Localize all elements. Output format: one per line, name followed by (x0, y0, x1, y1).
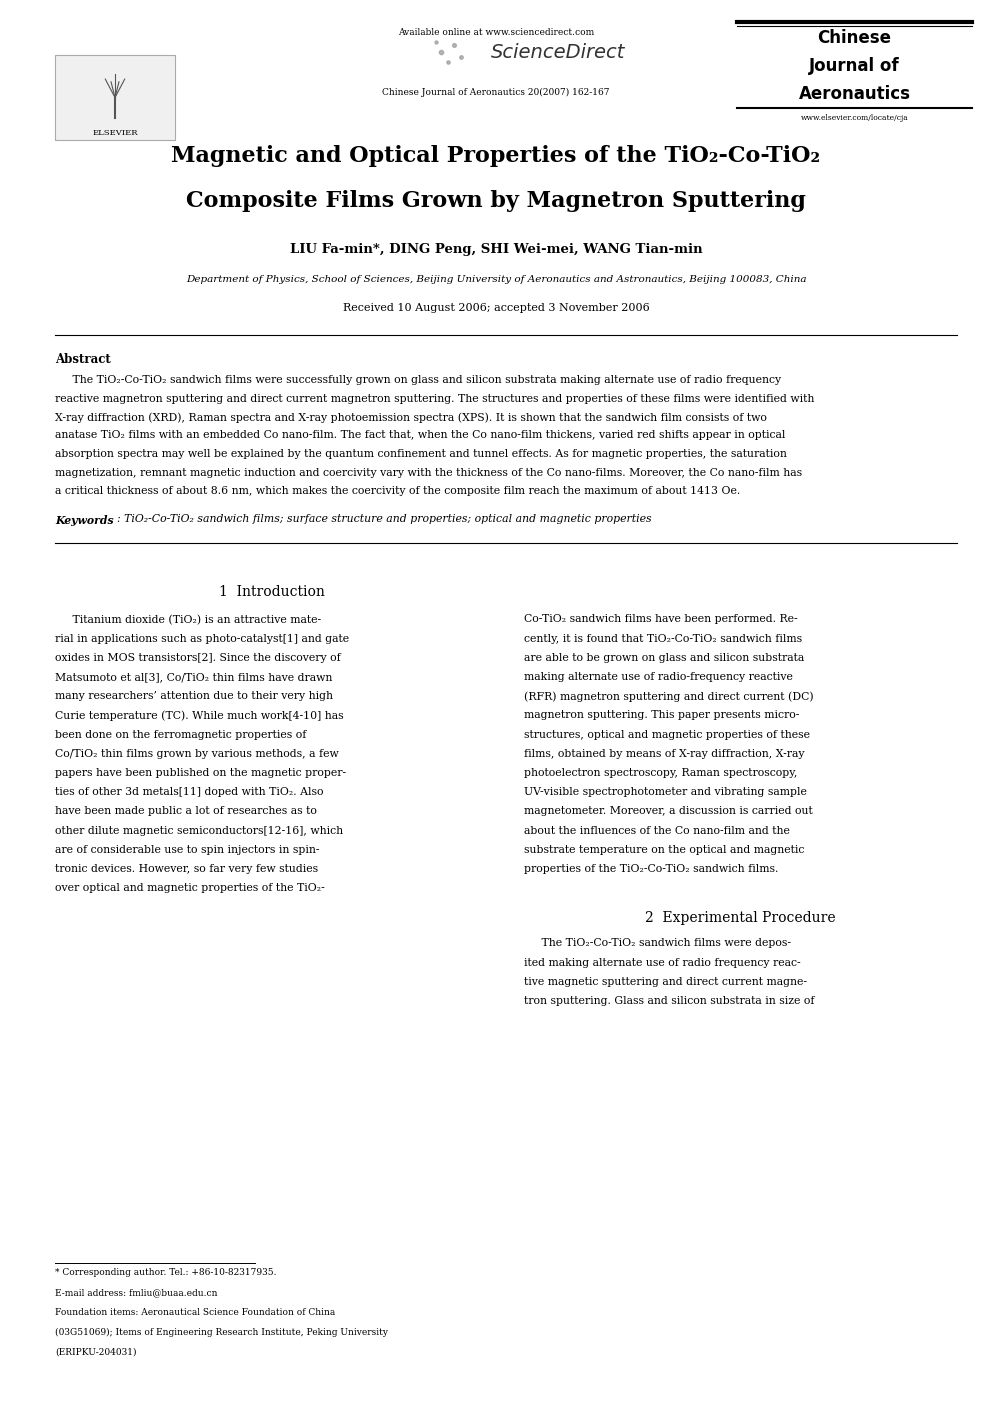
Text: ELSEVIER: ELSEVIER (92, 129, 138, 137)
Text: E-mail address: fmliu@buaa.edu.cn: E-mail address: fmliu@buaa.edu.cn (55, 1288, 217, 1296)
Text: (03G51069); Items of Engineering Research Institute, Peking University: (03G51069); Items of Engineering Researc… (55, 1329, 388, 1337)
Text: Foundation items: Aeronautical Science Foundation of China: Foundation items: Aeronautical Science F… (55, 1308, 335, 1317)
Text: Available online at www.sciencedirect.com: Available online at www.sciencedirect.co… (398, 28, 594, 36)
Text: Chinese Journal of Aeronautics 20(2007) 162-167: Chinese Journal of Aeronautics 20(2007) … (382, 88, 610, 97)
Text: 1  Introduction: 1 Introduction (219, 585, 324, 599)
Text: are of considerable use to spin injectors in spin-: are of considerable use to spin injector… (55, 845, 319, 854)
Text: magnetization, remnant magnetic induction and coercivity vary with the thickness: magnetization, remnant magnetic inductio… (55, 467, 803, 477)
Text: * Corresponding author. Tel.: +86-10-82317935.: * Corresponding author. Tel.: +86-10-823… (55, 1268, 277, 1277)
Text: over optical and magnetic properties of the TiO₂-: over optical and magnetic properties of … (55, 884, 324, 894)
Text: 2  Experimental Procedure: 2 Experimental Procedure (645, 912, 835, 926)
Text: Curie temperature (TC). While much work[4-10] has: Curie temperature (TC). While much work[… (55, 710, 343, 721)
Text: Abstract: Abstract (55, 354, 111, 366)
Text: absorption spectra may well be explained by the quantum confinement and tunnel e: absorption spectra may well be explained… (55, 449, 787, 459)
Text: ties of other 3d metals[11] doped with TiO₂. Also: ties of other 3d metals[11] doped with T… (55, 787, 323, 797)
Text: Co-TiO₂ sandwich films have been performed. Re-: Co-TiO₂ sandwich films have been perform… (524, 615, 798, 624)
Text: Journal of: Journal of (809, 58, 900, 74)
Text: The TiO₂-Co-TiO₂ sandwich films were successfully grown on glass and silicon sub: The TiO₂-Co-TiO₂ sandwich films were suc… (55, 375, 781, 384)
Text: tive magnetic sputtering and direct current magne-: tive magnetic sputtering and direct curr… (524, 976, 806, 986)
Text: making alternate use of radio-frequency reactive: making alternate use of radio-frequency … (524, 672, 793, 682)
Text: ited making alternate use of radio frequency reac-: ited making alternate use of radio frequ… (524, 957, 801, 968)
Text: tron sputtering. Glass and silicon substrata in size of: tron sputtering. Glass and silicon subst… (524, 996, 814, 1006)
Text: UV-visible spectrophotometer and vibrating sample: UV-visible spectrophotometer and vibrati… (524, 787, 806, 797)
Text: (ERIPKU-204031): (ERIPKU-204031) (55, 1348, 137, 1357)
Text: substrate temperature on the optical and magnetic: substrate temperature on the optical and… (524, 845, 804, 854)
Text: structures, optical and magnetic properties of these: structures, optical and magnetic propert… (524, 730, 809, 739)
Text: are able to be grown on glass and silicon substrata: are able to be grown on glass and silico… (524, 652, 804, 662)
Text: oxides in MOS transistors[2]. Since the discovery of: oxides in MOS transistors[2]. Since the … (55, 652, 340, 662)
Text: have been made public a lot of researches as to: have been made public a lot of researche… (55, 807, 316, 817)
Text: ScienceDirect: ScienceDirect (491, 42, 625, 62)
Text: Matsumoto et al[3], Co/TiO₂ thin films have drawn: Matsumoto et al[3], Co/TiO₂ thin films h… (55, 672, 332, 682)
Text: magnetron sputtering. This paper presents micro-: magnetron sputtering. This paper present… (524, 710, 799, 721)
Text: (RFR) magnetron sputtering and direct current (DC): (RFR) magnetron sputtering and direct cu… (524, 692, 813, 702)
Text: anatase TiO₂ films with an embedded Co nano-film. The fact that, when the Co nan: anatase TiO₂ films with an embedded Co n… (55, 431, 786, 441)
Text: rial in applications such as photo-catalyst[1] and gate: rial in applications such as photo-catal… (55, 634, 349, 644)
Text: Department of Physics, School of Sciences, Beijing University of Aeronautics and: Department of Physics, School of Science… (186, 275, 806, 283)
Text: LIU Fa-min*, DING Peng, SHI Wei-mei, WANG Tian-min: LIU Fa-min*, DING Peng, SHI Wei-mei, WAN… (290, 243, 702, 255)
Text: reactive magnetron sputtering and direct current magnetron sputtering. The struc: reactive magnetron sputtering and direct… (55, 393, 814, 404)
Text: Titanium dioxide (TiO₂) is an attractive mate-: Titanium dioxide (TiO₂) is an attractive… (55, 615, 321, 624)
Text: properties of the TiO₂-Co-TiO₂ sandwich films.: properties of the TiO₂-Co-TiO₂ sandwich … (524, 864, 778, 874)
Text: Co/TiO₂ thin films grown by various methods, a few: Co/TiO₂ thin films grown by various meth… (55, 749, 338, 759)
Text: been done on the ferromagnetic properties of: been done on the ferromagnetic propertie… (55, 730, 307, 739)
Text: Magnetic and Optical Properties of the TiO₂-Co-TiO₂: Magnetic and Optical Properties of the T… (172, 145, 820, 167)
Text: Composite Films Grown by Magnetron Sputtering: Composite Films Grown by Magnetron Sputt… (186, 189, 806, 212)
Text: magnetometer. Moreover, a discussion is carried out: magnetometer. Moreover, a discussion is … (524, 807, 812, 817)
Text: Received 10 August 2006; accepted 3 November 2006: Received 10 August 2006; accepted 3 Nove… (342, 303, 650, 313)
Text: films, obtained by means of X-ray diffraction, X-ray: films, obtained by means of X-ray diffra… (524, 749, 804, 759)
Text: : TiO₂-Co-TiO₂ sandwich films; surface structure and properties; optical and mag: : TiO₂-Co-TiO₂ sandwich films; surface s… (117, 515, 652, 525)
Text: www.elsevier.com/locate/cja: www.elsevier.com/locate/cja (801, 114, 909, 122)
Text: papers have been published on the magnetic proper-: papers have been published on the magnet… (55, 767, 346, 779)
Text: about the influences of the Co nano-film and the: about the influences of the Co nano-film… (524, 826, 790, 836)
Text: X-ray diffraction (XRD), Raman spectra and X-ray photoemission spectra (XPS). It: X-ray diffraction (XRD), Raman spectra a… (55, 412, 767, 422)
Text: photoelectron spectroscopy, Raman spectroscopy,: photoelectron spectroscopy, Raman spectr… (524, 767, 797, 779)
Bar (55, 55, 175, 140)
Text: Chinese: Chinese (817, 29, 892, 46)
Text: other dilute magnetic semiconductors[12-16], which: other dilute magnetic semiconductors[12-… (55, 826, 343, 836)
Text: tronic devices. However, so far very few studies: tronic devices. However, so far very few… (55, 864, 318, 874)
Text: Aeronautics: Aeronautics (799, 86, 911, 102)
Text: Keywords: Keywords (55, 515, 114, 526)
Text: The TiO₂-Co-TiO₂ sandwich films were depos-: The TiO₂-Co-TiO₂ sandwich films were dep… (524, 939, 791, 948)
Text: cently, it is found that TiO₂-Co-TiO₂ sandwich films: cently, it is found that TiO₂-Co-TiO₂ sa… (524, 634, 802, 644)
Text: a critical thickness of about 8.6 nm, which makes the coercivity of the composit: a critical thickness of about 8.6 nm, wh… (55, 485, 740, 497)
Text: many researchers’ attention due to their very high: many researchers’ attention due to their… (55, 692, 333, 702)
